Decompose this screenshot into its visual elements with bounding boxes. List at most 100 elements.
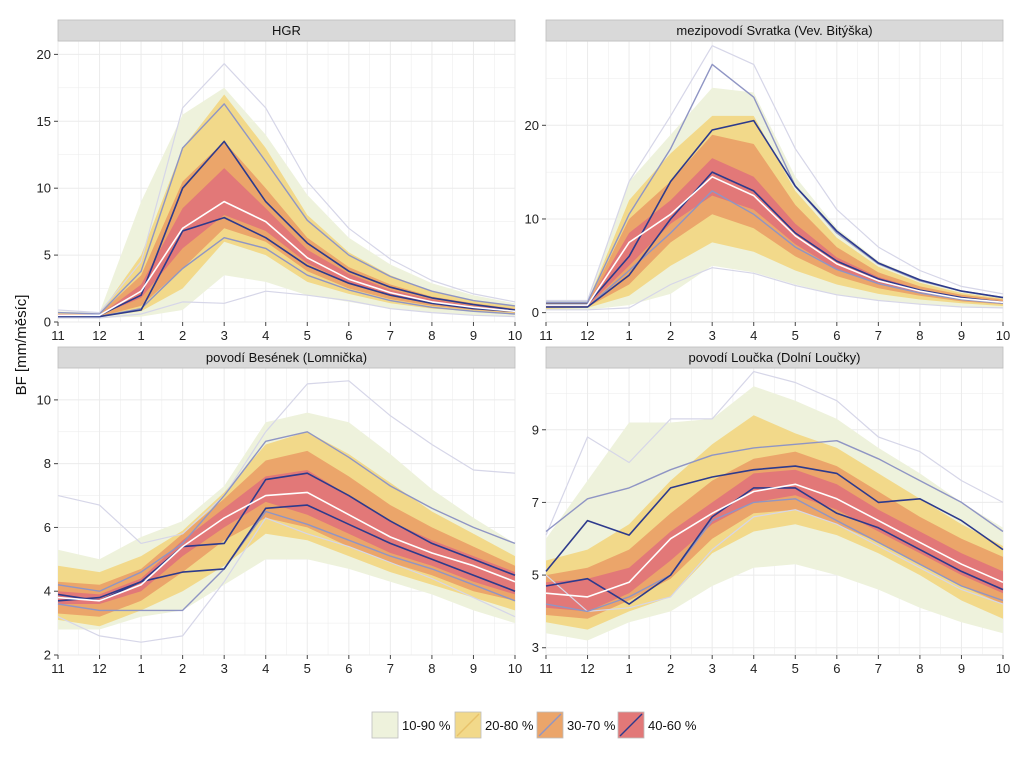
x-tick-label: 9 (470, 328, 477, 343)
line-p90 (545, 371, 1004, 536)
line-p60 (57, 472, 516, 602)
x-tick-label: 5 (304, 661, 311, 676)
y-tick-label: 20 (525, 118, 539, 133)
x-tick-label: 7 (387, 661, 394, 676)
legend-label: 10-90 % (402, 718, 451, 733)
x-tick-label: 5 (304, 328, 311, 343)
y-tick-label: 5 (532, 568, 539, 583)
y-tick-label: 2 (44, 648, 51, 663)
y-tick-label: 20 (37, 47, 51, 62)
x-tick-label: 11 (539, 661, 553, 676)
x-tick-label: 10 (996, 328, 1010, 343)
line-p10 (58, 290, 516, 319)
line-p90 (57, 380, 516, 545)
line-p10 (57, 517, 516, 643)
legend-label: 20-80 % (485, 718, 534, 733)
y-tick-label: 8 (44, 456, 51, 471)
x-tick-label: 3 (221, 328, 228, 343)
line-p70 (57, 431, 516, 592)
y-tick-label: 3 (532, 640, 539, 655)
x-tick-label: 11 (51, 328, 65, 343)
line-p30 (57, 510, 516, 612)
line-p60 (546, 119, 1004, 306)
y-tick-label: 10 (37, 181, 51, 196)
x-tick-label: 7 (875, 328, 882, 343)
line-p30 (546, 190, 1004, 308)
line-p10 (545, 509, 1004, 613)
x-tick-label: 6 (345, 661, 352, 676)
facet-title: mezipovodí Svratka (Vev. Bitýška) (676, 23, 872, 38)
x-tick-label: 10 (996, 661, 1010, 676)
panel-2: mezipovodí Svratka (Vev. Bitýška)0102011… (525, 19, 1010, 343)
x-tick-label: 2 (667, 661, 674, 676)
y-tick-label: 10 (525, 211, 539, 226)
legend-label: 40-60 % (648, 718, 697, 733)
x-tick-label: 6 (833, 661, 840, 676)
x-tick-label: 4 (262, 328, 269, 343)
x-tick-label: 7 (387, 328, 394, 343)
band-40-60 (546, 469, 1003, 612)
x-tick-label: 1 (625, 328, 632, 343)
y-axis-title: BF [mm/měsíc] (13, 295, 30, 396)
legend-key-swatch (371, 711, 399, 739)
x-tick-label: 8 (916, 661, 923, 676)
band-30-70 (546, 451, 1003, 619)
facet-strip (545, 346, 1004, 369)
y-tick-label: 15 (37, 114, 51, 129)
line-p30 (57, 236, 516, 318)
x-tick-label: 1 (625, 661, 632, 676)
x-tick-label: 12 (92, 661, 106, 676)
legend-key-line (456, 713, 480, 737)
x-tick-label: 6 (833, 328, 840, 343)
facet-title: povodí Loučka (Dolní Loučky) (689, 350, 861, 365)
x-tick-label: 9 (470, 661, 477, 676)
facet-strip (57, 346, 516, 369)
line-p70 (545, 440, 1004, 533)
line-median (58, 200, 516, 317)
legend-key-line (538, 713, 562, 737)
y-tick-label: 7 (532, 495, 539, 510)
x-tick-label: 11 (539, 328, 553, 343)
x-tick-label: 5 (792, 661, 799, 676)
line-p40 (58, 216, 516, 318)
x-tick-label: 5 (792, 328, 799, 343)
legend-item: 10-90 % (371, 711, 451, 739)
band-40-60 (58, 470, 515, 604)
x-tick-label: 1 (137, 661, 144, 676)
y-tick-label: 9 (532, 422, 539, 437)
x-tick-label: 10 (508, 328, 522, 343)
x-tick-label: 4 (750, 661, 757, 676)
legend-label: 30-70 % (567, 718, 616, 733)
y-tick-label: 5 (44, 248, 51, 263)
band-40-60 (546, 158, 1003, 307)
line-median (545, 483, 1004, 598)
legend-item: 40-60 % (617, 711, 697, 739)
y-tick-label: 6 (44, 520, 51, 535)
line-p90 (546, 45, 1004, 302)
x-tick-label: 7 (875, 661, 882, 676)
y-tick-label: 10 (37, 392, 51, 407)
y-tick-label: 4 (44, 584, 51, 599)
facet-strip (545, 19, 1004, 42)
x-tick-label: 12 (580, 328, 594, 343)
band-40-60 (58, 168, 515, 316)
legend-item: 20-80 % (454, 711, 534, 739)
x-tick-label: 12 (92, 328, 106, 343)
x-tick-label: 2 (179, 328, 186, 343)
line-p10 (546, 267, 1004, 311)
line-p60 (545, 465, 1004, 572)
x-tick-label: 3 (709, 328, 716, 343)
x-tick-label: 6 (345, 328, 352, 343)
line-p90 (57, 63, 516, 314)
x-tick-label: 4 (262, 661, 269, 676)
x-tick-label: 2 (179, 661, 186, 676)
x-tick-label: 3 (709, 661, 716, 676)
x-tick-label: 3 (221, 661, 228, 676)
x-tick-label: 9 (958, 661, 965, 676)
legend-key-line (619, 713, 643, 737)
line-median (546, 176, 1004, 306)
